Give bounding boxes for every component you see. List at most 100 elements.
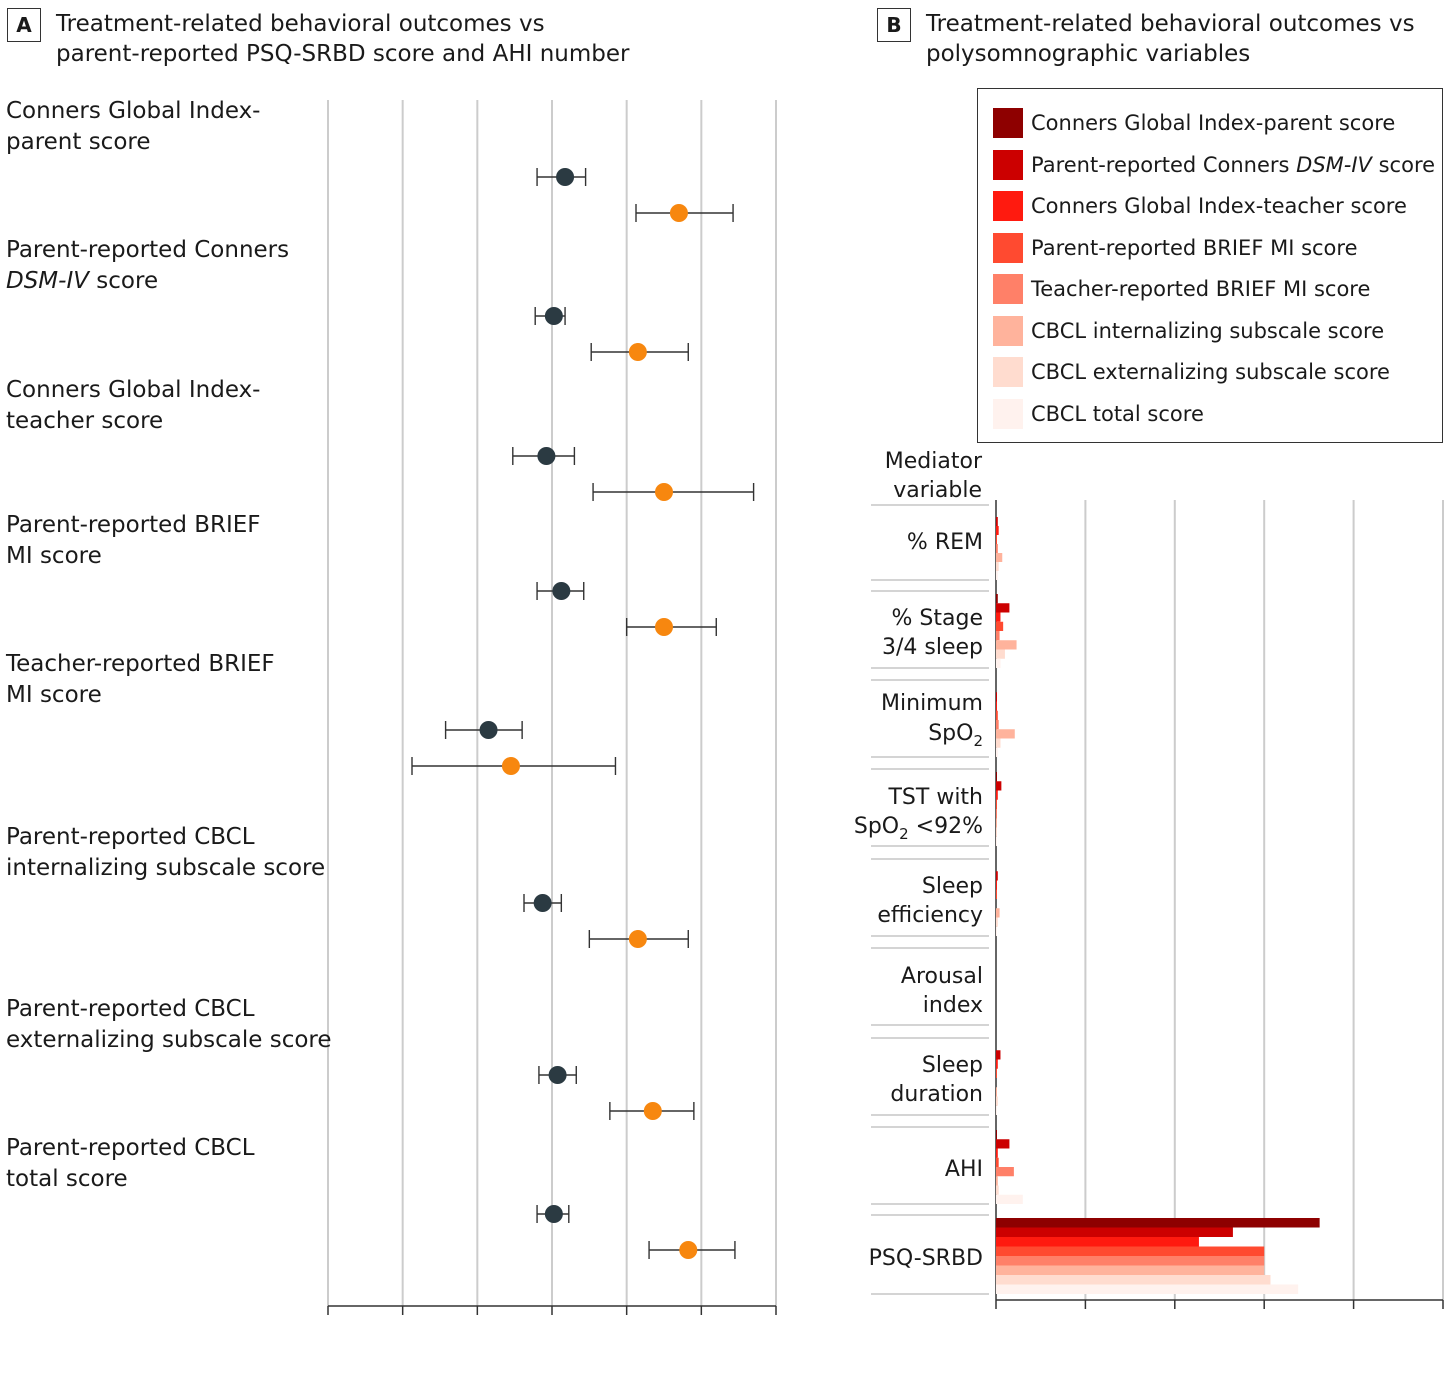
panel-a-group-label: Conners Global Index- — [6, 98, 260, 124]
panel-a-psq-srbd-point — [679, 1241, 698, 1259]
panel-b-y-axis-label-part: variable — [893, 478, 982, 503]
legend-label-part: Parent-reported BRIEF MI score — [1031, 235, 1358, 260]
panel-a-ahi-point — [556, 168, 575, 186]
panel-a-group-label-part: Conners Global Index- — [6, 98, 260, 124]
legend-label-part: Teacher-reported BRIEF MI score — [1031, 277, 1371, 301]
panel-b-bar — [996, 836, 997, 846]
panel-a-group-label-part: parent score — [6, 129, 151, 155]
panel-b-category-label: SpO2 — [928, 721, 983, 750]
panel-a-psq-srbd-point — [655, 483, 673, 501]
panel-b-bar — [996, 631, 1000, 641]
legend-label: Parent-reported Conners DSM-IV score — [1031, 153, 1435, 177]
panel-b-category-label-part: <92% — [909, 814, 983, 839]
panel-b-category-label-part: SpO — [928, 721, 973, 746]
panel-a-group-label-part: Teacher-reported BRIEF — [5, 651, 275, 677]
panel-a-ahi-point — [533, 894, 552, 912]
legend-label-part: CBCL externalizing subscale score — [1031, 360, 1390, 384]
panel-b-bar — [996, 701, 997, 711]
panel-a-group-label-part: DSM-IV — [6, 268, 91, 294]
panel-b-bar — [996, 1157, 999, 1167]
panel-a-title-line2: parent-reported PSQ-SRBD score and AHI n… — [56, 41, 630, 67]
panel-a-group-label-part: Parent-reported CBCL — [6, 996, 255, 1022]
panel-b-category-label-part: 2 — [899, 825, 909, 843]
legend-label-part: CBCL total score — [1031, 401, 1204, 426]
legend-swatch — [993, 149, 1023, 180]
legend-swatch — [993, 315, 1023, 346]
panel-b-bar — [996, 603, 1010, 613]
panel-b-category-label-part: efficiency — [877, 903, 983, 928]
panel-b-bar — [996, 1246, 1265, 1256]
panel-b-bar — [996, 1130, 997, 1140]
panel-b-category-label-part: % REM — [907, 530, 983, 555]
panel-b-bar — [996, 1148, 998, 1158]
panel-b-bar — [996, 1087, 997, 1097]
panel-b-bar — [996, 649, 1005, 659]
panel-b-category-label-part: % Stage — [892, 606, 983, 631]
panel-a-group-label-part: Parent-reported CBCL — [6, 824, 255, 850]
legend-swatch — [993, 191, 1023, 221]
panel-b-category-label: % REM — [907, 530, 983, 555]
panel-b-bar — [996, 917, 998, 927]
legend-label-part: Parent-reported Conners — [1031, 152, 1297, 177]
panel-b-title-line1: Treatment-related behavioral outcomes vs — [926, 11, 1415, 37]
panel-b-category-label: Minimum — [881, 691, 983, 716]
legend-swatch — [993, 274, 1023, 304]
panel-a-ahi-point — [544, 307, 563, 325]
panel-b-bar — [996, 1284, 1299, 1294]
legend-label-part: DSM-IV — [1296, 152, 1372, 177]
panel-b-bar — [996, 1256, 1265, 1266]
panel-a-group-label: MI score — [6, 543, 102, 569]
panel-a-ahi-point — [544, 1205, 563, 1223]
panel-b-category-label: AHI — [945, 1157, 983, 1182]
panel-a-group-label: Teacher-reported BRIEF — [5, 651, 275, 677]
panel-b-category-label: index — [923, 993, 983, 1018]
panel-b-category-label-part: Arousal — [901, 964, 983, 989]
panel-b-category-label-part: 2 — [973, 732, 983, 750]
panel-a-group-label-part: Parent-reported Conners — [6, 237, 289, 263]
legend-swatch — [993, 357, 1023, 387]
panel-b-title: Treatment-related behavioral outcomes vs… — [926, 9, 1415, 69]
legend-label: CBCL externalizing subscale score — [1031, 360, 1390, 384]
panel-b-bar — [996, 594, 998, 604]
panel-b-bar — [996, 926, 997, 936]
panel-a-ahi-point — [479, 721, 498, 739]
legend-swatch — [993, 108, 1023, 138]
panel-a-group-label-part: Conners Global Index- — [6, 377, 260, 403]
panel-a-group-label-part: Parent-reported CBCL — [6, 1135, 255, 1161]
panel-a-psq-srbd-point — [643, 1102, 662, 1120]
panel-b-y-axis-label: Mediator variable — [885, 449, 983, 503]
legend-item: Conners Global Index-teacher score — [993, 191, 1407, 221]
panel-b-category-label: % Stage — [892, 606, 983, 631]
legend-label-part: Conners Global Index-parent score — [1031, 111, 1396, 135]
legend-label: Conners Global Index-teacher score — [1031, 194, 1407, 218]
panel-b-bar — [996, 720, 999, 730]
panel-b-category-label-part: Minimum — [881, 691, 983, 716]
panel-b-bar — [996, 621, 1004, 631]
panel-b-bar — [996, 517, 998, 526]
panel-b-bar — [996, 1167, 1014, 1177]
panel-b-bar — [996, 1185, 999, 1195]
panel-b-bar — [996, 747, 998, 757]
panel-b-category-label-part: TST with — [887, 785, 983, 810]
panel-b-category-label-part: Sleep — [922, 1053, 983, 1078]
panel-a-group-label: Parent-reported BRIEF — [6, 512, 261, 538]
panel-b-category-label: Arousal — [901, 964, 983, 989]
panel-a-group-label-part: internalizing subscale score — [6, 855, 325, 881]
panel-b-bar — [996, 544, 998, 553]
panel-b-bar — [996, 799, 997, 809]
panel-b-bar — [996, 1050, 1001, 1060]
panel-b-category-label: Sleep — [922, 1053, 983, 1078]
panel-b-category-label-part: SpO — [854, 814, 899, 839]
panel-a-group-label: total score — [6, 1166, 128, 1192]
panel-b-category-label: PSQ-SRBD — [869, 1246, 983, 1271]
panel-b-bar — [996, 1265, 1265, 1275]
panel-a-group-label: Parent-reported CBCL — [6, 996, 255, 1022]
panel-a-psq-srbd-point — [628, 930, 647, 948]
panel-a-group-label-part: externalizing subscale score — [6, 1027, 332, 1053]
panel-b-bar — [996, 908, 1000, 918]
panel-b-bar — [996, 612, 1001, 622]
panel-b-bar — [996, 809, 997, 819]
panel-a-ahi-point — [548, 1066, 567, 1084]
legend-label: Teacher-reported BRIEF MI score — [1031, 277, 1370, 301]
